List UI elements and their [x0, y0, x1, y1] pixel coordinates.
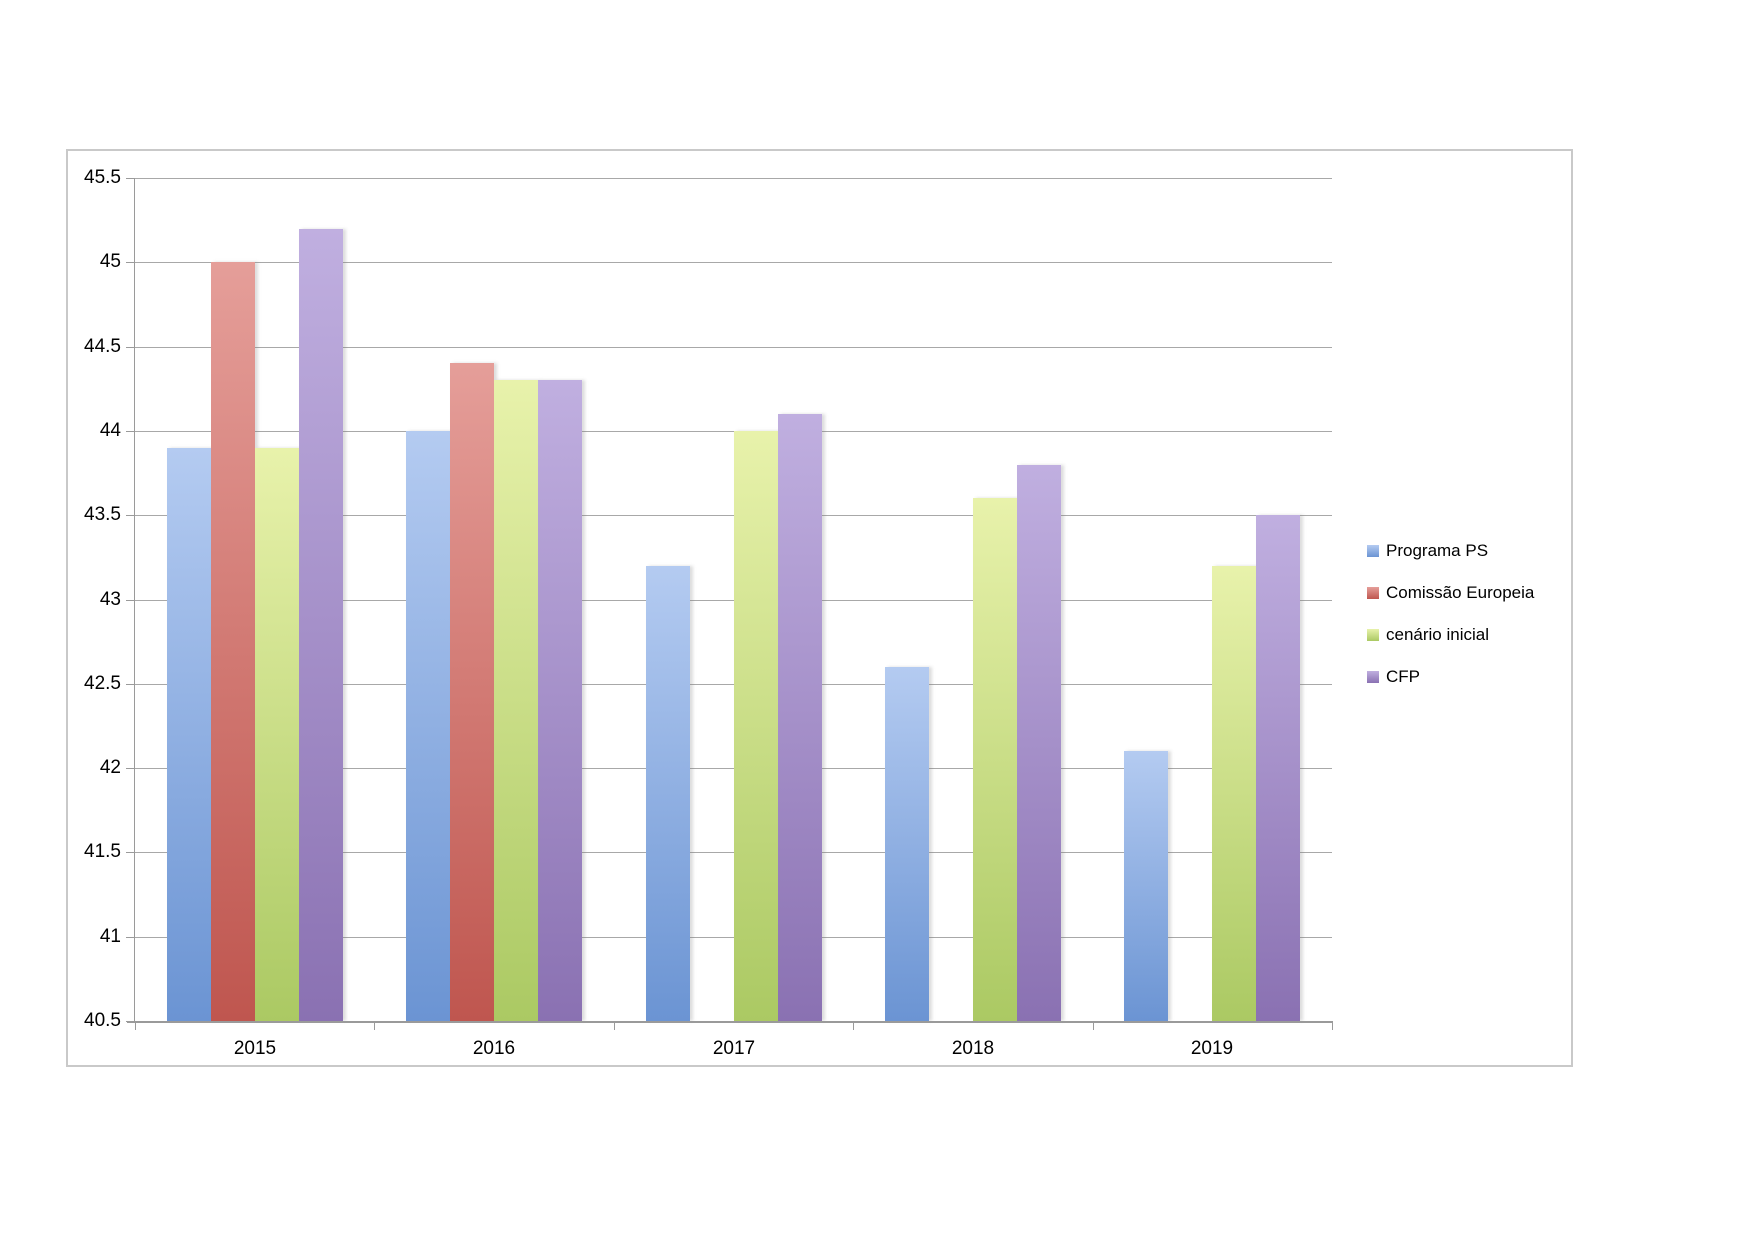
gridline-44	[135, 431, 1332, 432]
bar-2016-programa-ps	[406, 431, 450, 1021]
legend-swatch-icon	[1367, 671, 1379, 683]
bar-2019-cfp	[1256, 515, 1300, 1021]
bar-2016-cen-rio-inicial	[494, 380, 538, 1021]
legend-swatch-icon	[1367, 629, 1379, 641]
y-tick-43	[126, 600, 135, 601]
y-axis-label-43.5: 43.5	[84, 504, 121, 525]
plot-area: 45.5 45 44.5 44 43.5 43 42.5 42 41.5 41 40.5 2015 2…	[84, 167, 1333, 1059]
legend-item-programa-ps: Programa PS	[1367, 541, 1488, 561]
bar-2016-cfp	[538, 380, 582, 1021]
legend-label: CFP	[1386, 667, 1420, 686]
y-axis-label-41: 41	[99, 926, 121, 947]
y-axis-line	[134, 178, 135, 1021]
x-axis-label-2018: 2018	[951, 1038, 995, 1059]
y-tick-45	[126, 262, 135, 263]
y-axis-label-41.5: 41.5	[84, 841, 121, 862]
y-tick-42.5	[126, 684, 135, 685]
x-axis-label-2017: 2017	[712, 1038, 756, 1059]
gridline-44.5	[135, 347, 1332, 348]
y-axis-label-40.5: 40.5	[84, 1010, 121, 1031]
x-tick-4	[1093, 1021, 1094, 1030]
bar-2018-cen-rio-inicial	[973, 498, 1017, 1021]
bar-2017-programa-ps	[646, 566, 690, 1021]
y-axis-label-43: 43	[99, 589, 121, 610]
x-tick-2	[614, 1021, 615, 1030]
legend-item-cfp: CFP	[1367, 667, 1420, 687]
legend-item-cen-rio-inicial: cenário inicial	[1367, 625, 1489, 645]
y-tick-41	[126, 937, 135, 938]
legend-label: Programa PS	[1386, 541, 1489, 560]
bar-2015-comiss-o-europeia	[211, 262, 255, 1021]
bar-2018-programa-ps	[885, 667, 929, 1021]
gridline-41.5	[135, 852, 1332, 853]
bar-2017-cen-rio-inicial	[734, 431, 778, 1021]
legend-swatch-icon	[1367, 545, 1379, 557]
x-tick-5	[1332, 1021, 1333, 1030]
x-axis-label-2016: 2016	[472, 1038, 516, 1059]
legend-item-comiss-o-europeia: Comissão Europeia	[1367, 583, 1534, 603]
x-tick-0	[135, 1021, 136, 1030]
bar-2018-cfp	[1017, 465, 1061, 1021]
bar-2017-cfp	[778, 414, 822, 1021]
legend-label: cenário inicial	[1386, 625, 1489, 644]
gridline-43.5	[135, 515, 1332, 516]
y-axis-label-45: 45	[99, 251, 121, 272]
x-axis-label-2015: 2015	[233, 1038, 277, 1059]
gridline-45	[135, 262, 1332, 263]
y-tick-44.5	[126, 347, 135, 348]
gridline-42.5	[135, 684, 1332, 685]
gridline-41	[135, 937, 1332, 938]
y-axis-label-44: 44	[99, 420, 121, 441]
y-tick-44	[126, 431, 135, 432]
y-axis-label-42.5: 42.5	[84, 673, 121, 694]
x-tick-1	[374, 1021, 375, 1030]
bar-2015-cen-rio-inicial	[255, 448, 299, 1021]
x-axis-line	[127, 1021, 1332, 1023]
y-axis-label-44.5: 44.5	[84, 336, 121, 357]
gridline-43	[135, 600, 1332, 601]
legend-label: Comissão Europeia	[1386, 583, 1535, 602]
gridline-45.5	[135, 178, 1332, 179]
y-tick-40.5	[126, 1021, 135, 1022]
y-axis-label-42: 42	[99, 757, 121, 778]
x-tick-3	[853, 1021, 854, 1030]
bar-2019-cen-rio-inicial	[1212, 566, 1256, 1021]
y-tick-42	[126, 768, 135, 769]
bar-2015-cfp	[299, 229, 343, 1021]
chart-frame: 45.5 45 44.5 44 43.5 43 42.5 42 41.5 41 40.5 2015 2…	[66, 149, 1573, 1067]
y-tick-41.5	[126, 852, 135, 853]
bar-2019-programa-ps	[1124, 751, 1168, 1021]
y-axis-label-45.5: 45.5	[84, 167, 121, 188]
gridline-42	[135, 768, 1332, 769]
bar-2016-comiss-o-europeia	[450, 363, 494, 1021]
legend-swatch-icon	[1367, 587, 1379, 599]
x-axis-label-2019: 2019	[1190, 1038, 1234, 1059]
y-tick-45.5	[126, 178, 135, 179]
y-tick-43.5	[126, 515, 135, 516]
bar-2015-programa-ps	[167, 448, 211, 1021]
